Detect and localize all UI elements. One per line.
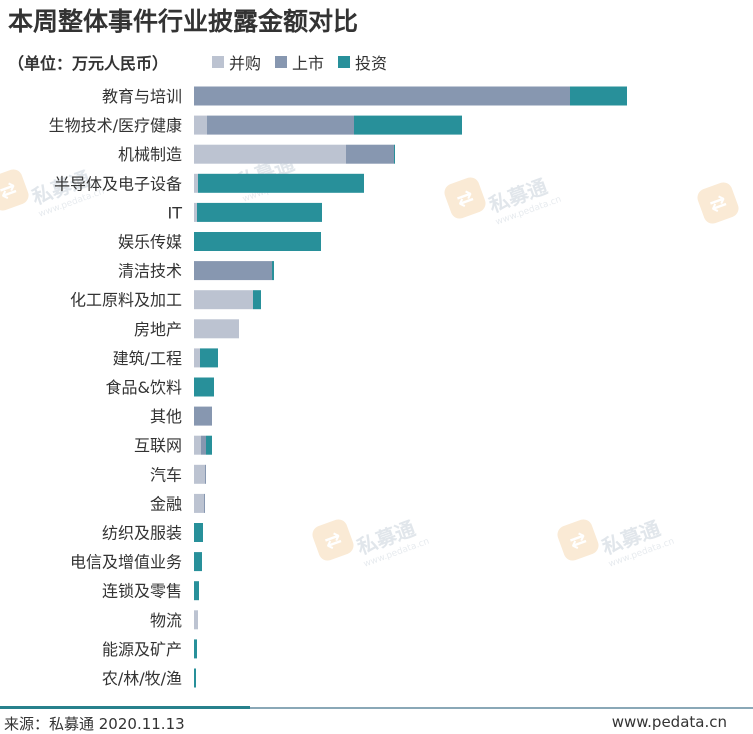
bar-segment-merger — [194, 202, 197, 222]
bar-segment-merger — [194, 173, 198, 193]
bar-segment-ipo — [205, 464, 206, 484]
category-label: 娱乐传媒 — [118, 233, 182, 252]
category-label: 机械制造 — [118, 145, 182, 164]
bar-segment-investment — [194, 639, 197, 659]
bar-segment-investment — [194, 668, 196, 688]
category-label: IT — [168, 203, 183, 222]
bar-segment-merger — [194, 610, 198, 630]
unit-label: （单位：万元人民币） — [8, 54, 169, 73]
legend-swatch-ipo — [275, 56, 288, 68]
bar-segment-investment — [194, 232, 321, 251]
bar-segment-merger — [194, 435, 201, 455]
legend-swatch-investment — [338, 56, 351, 68]
bar-segment-investment — [198, 173, 364, 193]
category-label: 能源及矿产 — [102, 640, 182, 659]
bar-segment-investment — [197, 202, 322, 222]
bar-segment-investment — [272, 261, 274, 281]
category-label: 化工原料及加工 — [70, 291, 182, 310]
category-label: 食品&饮料 — [106, 378, 182, 397]
bar-segment-investment — [206, 435, 212, 455]
category-label: 其他 — [150, 407, 182, 426]
bar-segment-ipo — [346, 144, 394, 164]
category-label: 半导体及电子设备 — [54, 174, 182, 193]
bar-segment-investment — [253, 290, 261, 310]
bar-segment-merger — [194, 115, 207, 135]
bar-segment-merger — [194, 493, 204, 513]
bar-segment-investment — [200, 348, 218, 368]
bar-segment-investment — [570, 86, 627, 106]
category-label: 连锁及零售 — [102, 582, 182, 601]
legend: 并购 上市 投资 — [212, 50, 401, 74]
category-label: 互联网 — [134, 436, 182, 455]
bar-segment-merger — [194, 319, 239, 339]
bar-segment-investment — [354, 115, 462, 135]
bar-segment-ipo — [194, 86, 570, 106]
bar-segment-ipo — [194, 406, 212, 426]
category-label: 建筑/工程 — [113, 349, 182, 368]
bar-segment-ipo — [204, 493, 205, 513]
category-label: 纺织及服装 — [102, 524, 182, 543]
source-text: 来源：私募通 2020.11.13 — [4, 715, 185, 733]
category-label: 清洁技术 — [118, 262, 182, 281]
bar-segment-investment — [394, 144, 395, 164]
legend-label-investment: 投资 — [355, 54, 388, 73]
footer-divider — [0, 707, 753, 709]
bar-segment-investment — [194, 552, 202, 572]
bar-segment-ipo — [201, 435, 206, 455]
legend-item-merger: 并购 — [212, 50, 261, 74]
bar-segment-ipo — [194, 261, 272, 281]
site-url: www.pedata.cn — [611, 713, 727, 731]
bar-segment-merger — [194, 348, 200, 368]
chart-title: 本周整体事件行业披露金额对比 — [8, 7, 359, 36]
category-label: 农/林/牧/渔 — [102, 669, 182, 688]
category-label: 生物技术/医疗健康 — [49, 116, 182, 135]
bar-segment-merger — [194, 464, 205, 484]
legend-item-investment: 投资 — [338, 50, 387, 74]
category-label: 教育与培训 — [102, 87, 182, 106]
legend-item-ipo: 上市 — [275, 50, 324, 74]
category-label: 房地产 — [134, 320, 182, 339]
bar-segment-merger — [194, 290, 253, 310]
bar-segment-investment — [194, 377, 214, 397]
bar-segment-merger — [194, 144, 346, 164]
bar-segment-ipo — [207, 115, 354, 135]
category-label: 金融 — [150, 494, 182, 513]
bar-segment-investment — [194, 581, 199, 601]
legend-swatch-merger — [212, 56, 224, 68]
category-label: 汽车 — [150, 465, 182, 484]
bar-segment-investment — [194, 523, 203, 542]
legend-label-merger: 并购 — [229, 54, 262, 73]
footer-accent-divider — [0, 706, 250, 709]
category-label: 物流 — [150, 611, 182, 630]
legend-label-ipo: 上市 — [292, 54, 325, 73]
category-label: 电信及增值业务 — [70, 553, 182, 572]
